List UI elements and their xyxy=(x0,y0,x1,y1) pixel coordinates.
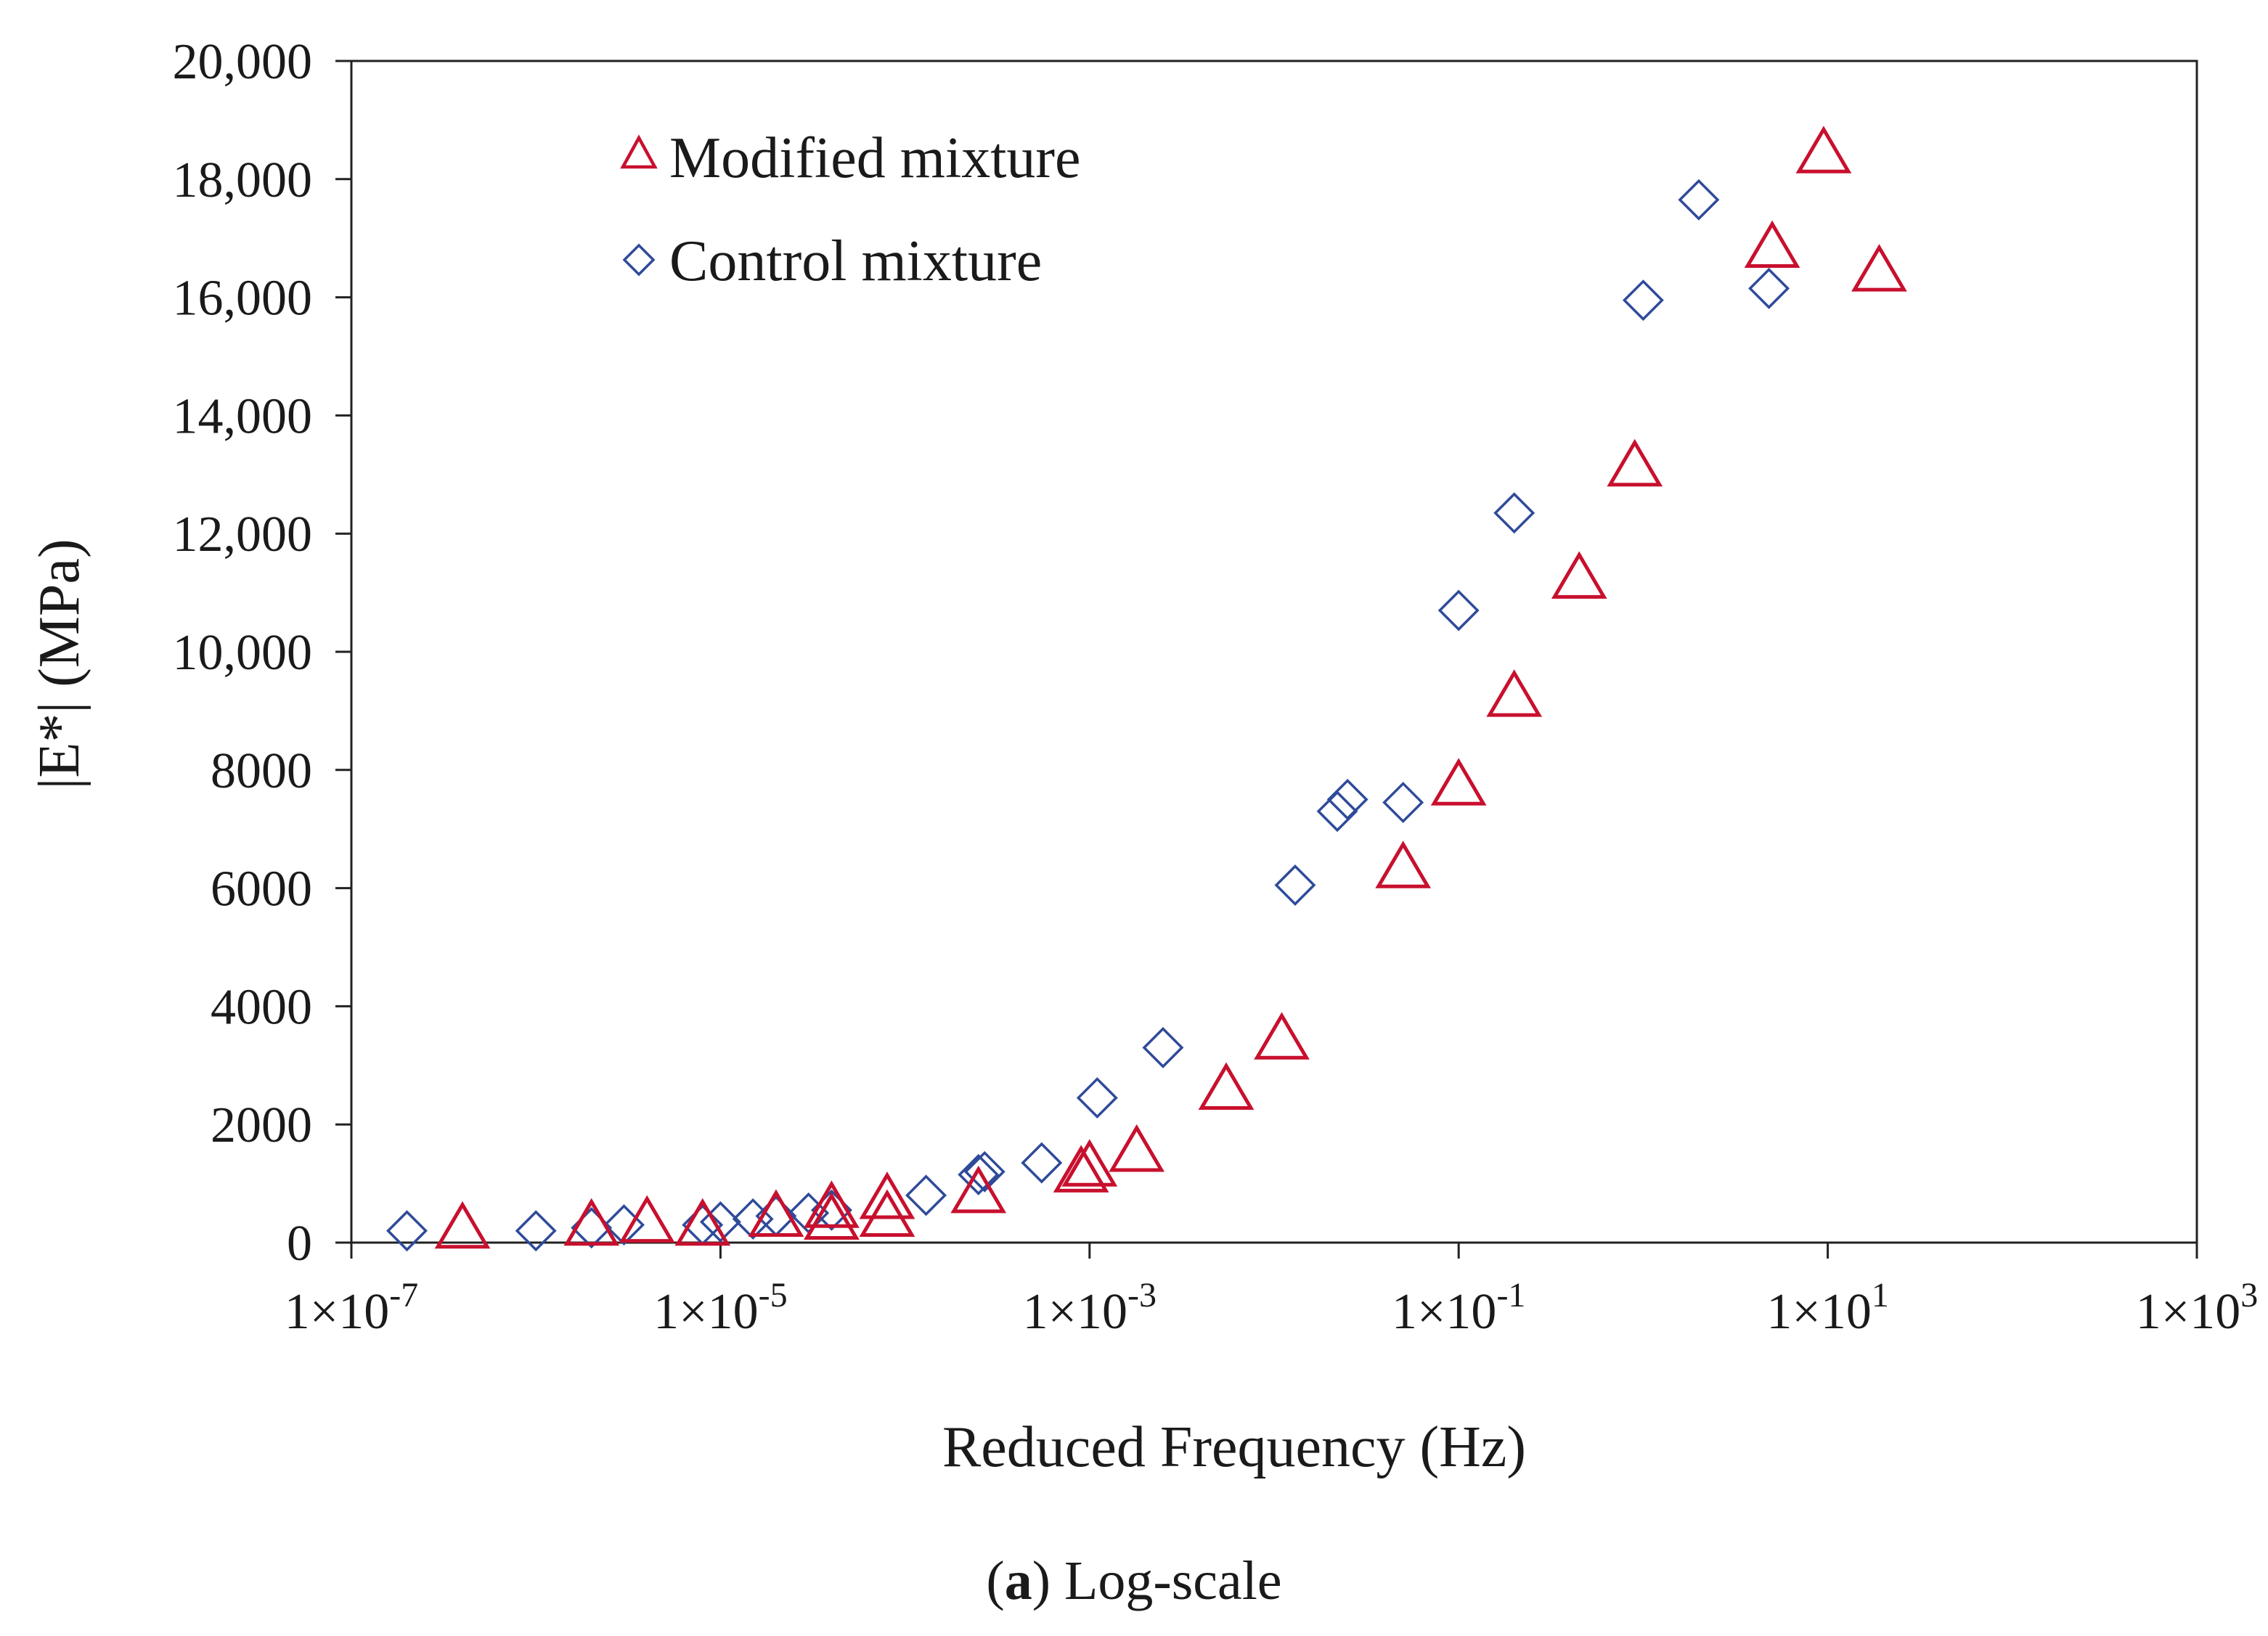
data-point-modified xyxy=(674,1198,731,1246)
y-tick-label: 2000 xyxy=(211,1097,312,1153)
data-point-control xyxy=(1678,179,1720,221)
data-point-modified xyxy=(1061,1139,1118,1187)
data-point-modified xyxy=(1053,1145,1109,1193)
data-point-modified xyxy=(1198,1062,1255,1110)
x-tick-label: 1×10-7 xyxy=(285,1276,418,1340)
data-point-control xyxy=(1382,782,1424,824)
data-point-modified xyxy=(1607,438,1663,487)
legend-marker-modified xyxy=(620,134,658,169)
x-tick-label: 1×103 xyxy=(2136,1276,2258,1340)
y-tick-labels: 0 2000 4000 6000 8000 10,000 12,000 14,000 16,00… xyxy=(173,34,313,1272)
data-point-control xyxy=(1748,267,1790,309)
data-point-modified xyxy=(748,1189,804,1237)
data-point-control xyxy=(1493,492,1535,534)
data-point-control xyxy=(1076,1077,1118,1119)
data-point-control xyxy=(905,1174,947,1216)
legend-label: Control mixture xyxy=(669,229,1042,293)
legend: Modified mixture Control mixture xyxy=(620,126,1081,293)
data-point-control xyxy=(515,1210,557,1252)
y-tick-label: 20,000 xyxy=(173,34,313,90)
data-point-control xyxy=(1021,1142,1063,1184)
y-tick-label: 8000 xyxy=(211,743,312,799)
data-point-modified xyxy=(563,1198,620,1246)
series-layer xyxy=(386,126,1907,1252)
y-tick-label: 10,000 xyxy=(173,625,313,681)
data-point-control xyxy=(1316,790,1358,833)
data-point-control xyxy=(963,1150,1005,1193)
y-tick-label: 16,000 xyxy=(173,271,313,327)
data-point-modified xyxy=(1430,758,1487,806)
series-modified-mixture xyxy=(434,126,1907,1249)
data-point-control xyxy=(1622,279,1664,322)
caption-close-paren: ) xyxy=(1032,1550,1051,1611)
x-tick-labels: 1×10-7 1×10-5 1×10-3 1×10-1 1×101 1×103 xyxy=(285,1276,2258,1340)
data-point-modified xyxy=(859,1189,915,1237)
data-point-modified xyxy=(434,1201,491,1249)
data-point-control xyxy=(1142,1026,1184,1068)
data-point-modified xyxy=(1109,1124,1165,1172)
data-point-modified xyxy=(950,1165,1007,1214)
data-point-modified xyxy=(804,1192,860,1240)
y-tick-label: 0 xyxy=(287,1216,312,1272)
caption-open-paren: ( xyxy=(986,1550,1005,1611)
data-point-modified xyxy=(1375,841,1432,888)
figure-caption: (a) Log-scale xyxy=(0,1550,2268,1613)
data-point-control xyxy=(1437,589,1480,631)
data-point-control xyxy=(386,1210,428,1252)
data-point-modified xyxy=(1795,126,1852,173)
data-point-control xyxy=(1274,864,1316,907)
data-point-modified xyxy=(1486,669,1543,717)
data-point-modified xyxy=(619,1195,675,1243)
y-tick-label: 4000 xyxy=(211,979,312,1035)
y-tick-label: 18,000 xyxy=(173,152,313,208)
x-tick-label: 1×10-5 xyxy=(653,1276,787,1340)
y-axis-title: |E*| (MPa) xyxy=(28,539,91,789)
data-point-modified xyxy=(859,1171,915,1219)
data-point-modified xyxy=(1851,244,1907,292)
x-tick-label: 1×10-3 xyxy=(1023,1276,1157,1340)
data-point-control xyxy=(699,1201,741,1243)
caption-text: Log-scale xyxy=(1051,1550,1282,1611)
x-tick-label: 1×10-1 xyxy=(1392,1276,1525,1340)
y-tick-label: 14,000 xyxy=(173,388,313,444)
legend-marker-control xyxy=(622,243,656,277)
data-point-modified xyxy=(1254,1012,1310,1060)
data-point-control xyxy=(958,1153,1000,1195)
data-point-modified xyxy=(1551,551,1607,599)
data-point-modified xyxy=(1744,220,1800,269)
x-tick-label: 1×101 xyxy=(1766,1276,1888,1340)
caption-label: a xyxy=(1004,1550,1032,1611)
y-tick-label: 12,000 xyxy=(173,507,313,563)
x-axis-title: Reduced Frequency (Hz) xyxy=(942,1415,1526,1479)
data-point-control xyxy=(1326,779,1368,820)
legend-label: Modified mixture xyxy=(669,126,1081,190)
y-tick-label: 6000 xyxy=(211,862,312,917)
data-point-modified xyxy=(804,1180,860,1228)
